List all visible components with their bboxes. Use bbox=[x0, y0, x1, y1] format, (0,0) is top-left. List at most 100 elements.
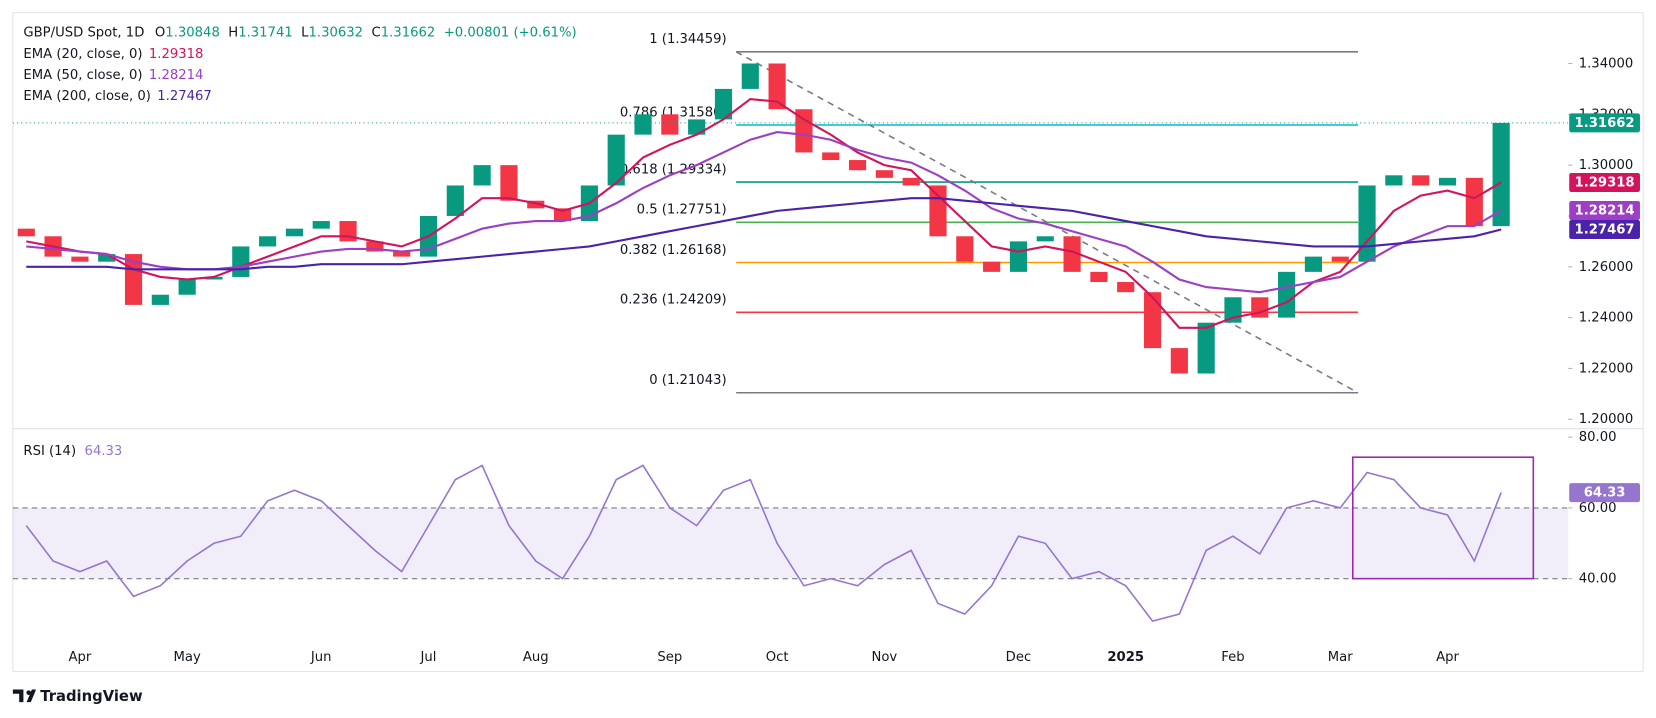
y-tick-label: 80.00 bbox=[1579, 430, 1617, 445]
candle-body bbox=[259, 236, 277, 247]
rsi-price-box bbox=[1569, 483, 1640, 503]
candle-body bbox=[1465, 177, 1483, 227]
candle-body bbox=[473, 165, 491, 186]
rsi-value: 64.33 bbox=[85, 444, 123, 459]
candle-body bbox=[446, 185, 464, 216]
candle-body bbox=[1197, 322, 1215, 374]
brand-logo: TradingView bbox=[12, 688, 143, 705]
quote-label: O bbox=[155, 26, 165, 41]
candle-body bbox=[741, 63, 759, 89]
x-tick-label: 2025 bbox=[1107, 650, 1144, 665]
y-tick-label: 1.34000 bbox=[1579, 56, 1634, 71]
ema-price-box bbox=[1569, 219, 1640, 240]
candle-body bbox=[1492, 122, 1510, 227]
rsi-price-label: 64.33 bbox=[1584, 486, 1626, 501]
quote-label: H bbox=[228, 26, 238, 41]
y-tick-label: 1.20000 bbox=[1579, 412, 1634, 427]
y-tick-label: 1.24000 bbox=[1579, 311, 1634, 326]
x-tick-label: Jul bbox=[420, 650, 437, 665]
candle-body bbox=[902, 177, 920, 186]
candle-body bbox=[956, 236, 974, 262]
brand-name: TradingView bbox=[40, 688, 143, 705]
ema-price-label: 1.27467 bbox=[1575, 223, 1635, 238]
legend-name: EMA (200, close, 0) bbox=[23, 89, 151, 104]
candle-body bbox=[1358, 185, 1376, 262]
candle-body bbox=[554, 208, 572, 222]
last-price-label: 1.31662 bbox=[1575, 116, 1635, 131]
candle-body bbox=[312, 221, 330, 229]
quote-label: C bbox=[372, 26, 381, 41]
x-tick-label: Feb bbox=[1221, 650, 1244, 665]
candle-body bbox=[1036, 236, 1054, 242]
legend-value: 1.27467 bbox=[157, 89, 212, 104]
candle-body bbox=[1117, 282, 1135, 293]
x-tick-label: Dec bbox=[1006, 650, 1032, 665]
quote-label: L bbox=[301, 26, 309, 41]
y-tick-label: 1.22000 bbox=[1579, 361, 1634, 376]
frame bbox=[12, 12, 1644, 673]
plot-layer: 1.200001.220001.240001.260001.280001.300… bbox=[12, 32, 1640, 665]
candle-body bbox=[822, 152, 840, 161]
x-tick-label: Apr bbox=[1436, 650, 1459, 665]
rsi-title: RSI (14) bbox=[23, 444, 76, 459]
candle-body bbox=[1170, 348, 1188, 374]
candle-body bbox=[1278, 271, 1296, 318]
quote-change: +0.00801 (+0.61%) bbox=[444, 26, 577, 41]
x-tick-label: Apr bbox=[68, 650, 91, 665]
logo-dot bbox=[26, 690, 32, 695]
candle-body bbox=[151, 294, 169, 305]
last-price-box bbox=[1569, 113, 1640, 133]
candle-body bbox=[285, 228, 304, 237]
x-tick-label: Aug bbox=[523, 650, 549, 665]
fib-label: 0.618 (1.29334) bbox=[620, 162, 727, 177]
ema-line bbox=[26, 197, 1502, 271]
rsi-legend: RSI (14) 64.33 bbox=[23, 444, 122, 459]
fib-label: 0.5 (1.27751) bbox=[637, 203, 727, 218]
candle-body bbox=[1009, 241, 1028, 272]
x-tick-label: Mar bbox=[1328, 650, 1353, 665]
candle-body bbox=[98, 254, 116, 262]
legend-value: 1.29318 bbox=[149, 47, 204, 62]
candle-body bbox=[232, 246, 250, 277]
candle-body bbox=[1063, 236, 1081, 272]
candle-body bbox=[688, 119, 706, 135]
x-tick-label: May bbox=[174, 650, 201, 665]
y-tick-label: 1.30000 bbox=[1579, 158, 1634, 173]
ema-legend: EMA (50, close, 0) 1.28214 bbox=[23, 68, 203, 83]
candle-body bbox=[875, 170, 893, 178]
y-tick-label: 1.26000 bbox=[1579, 260, 1634, 275]
x-tick-label: Nov bbox=[871, 650, 897, 665]
candle-body bbox=[1304, 256, 1323, 272]
candle-body bbox=[1143, 292, 1162, 349]
candle-body bbox=[527, 200, 545, 209]
legend-name: EMA (50, close, 0) bbox=[23, 68, 142, 83]
x-tick-label: Jun bbox=[310, 650, 332, 665]
ema-price-box bbox=[1569, 201, 1640, 221]
logo-mark bbox=[12, 689, 37, 703]
candle-body bbox=[1385, 175, 1403, 186]
rsi-annotation-box bbox=[1351, 456, 1535, 580]
legend-value: 1.28214 bbox=[149, 68, 204, 83]
fib-label: 0 (1.21043) bbox=[649, 373, 726, 388]
quote-value: 1.30848 bbox=[165, 26, 220, 41]
candle-body bbox=[500, 165, 518, 201]
candle-body bbox=[634, 114, 652, 135]
rsi-band bbox=[12, 507, 1569, 579]
header: GBP/USD Spot, 1D O1.30848 H1.31741 L1.30… bbox=[23, 26, 576, 41]
candle-body bbox=[768, 63, 786, 110]
candle-body bbox=[848, 160, 867, 171]
ema-line bbox=[26, 131, 1502, 294]
y-tick-label: 60.00 bbox=[1579, 501, 1617, 516]
x-tick-label: Sep bbox=[657, 650, 682, 665]
candle-body bbox=[795, 109, 813, 153]
symbol: GBP/USD Spot, 1D bbox=[23, 26, 144, 41]
candle-body bbox=[714, 88, 733, 120]
fib-label: 1 (1.34459) bbox=[649, 32, 726, 47]
fib-label: 0.382 (1.26168) bbox=[620, 243, 727, 258]
candle-body bbox=[1331, 256, 1349, 262]
ema-price-label: 1.29318 bbox=[1575, 175, 1635, 190]
quote-value: 1.31662 bbox=[381, 26, 436, 41]
legend-name: EMA (20, close, 0) bbox=[23, 47, 142, 62]
candle-body bbox=[983, 261, 1001, 272]
